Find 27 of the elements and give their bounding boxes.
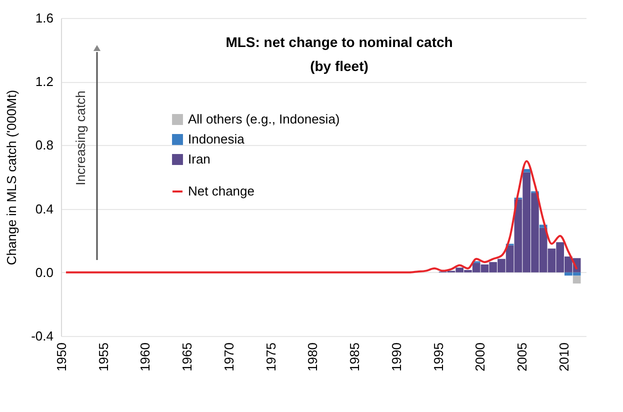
y-tick-label: 1.6	[35, 10, 54, 26]
text: MLS: net change to nominal catch (by fleet)	[226, 34, 453, 74]
x-tick-label: 2010	[556, 342, 572, 372]
x-tick-label: 1995	[430, 342, 446, 372]
x-tick-label: 1990	[388, 342, 404, 372]
x-tick-label: 1970	[221, 342, 236, 372]
y-tick-label: -0.4	[31, 328, 54, 344]
x-tick-label: 1985	[347, 342, 362, 372]
y-tick-label: 0.0	[35, 264, 54, 280]
x-tick-label: 2005	[514, 342, 530, 372]
x-tick-label: 1980	[305, 342, 320, 372]
annotation: Increasing catch	[73, 90, 88, 186]
legend-label: Net change	[188, 184, 254, 198]
y-tick-label: 0.8	[35, 138, 54, 153]
legend-label: Iran	[188, 152, 210, 166]
x-tick-label: 1975	[263, 342, 278, 372]
y-tick-label: 0.4	[35, 201, 54, 216]
y-axis-title: Change in MLS catch ('000Mt)	[4, 90, 20, 266]
x-tick-label: 1960	[138, 342, 153, 372]
x-tick-label: 1965	[180, 342, 195, 372]
y-tick-label: 1.2	[35, 74, 54, 90]
x-tick-label: 1955	[96, 342, 111, 372]
legend-label: Indonesia	[188, 132, 246, 146]
legend-label: All others (e.g., Indonesia)	[188, 112, 340, 126]
x-tick-label: 2000	[472, 342, 488, 372]
x-tick-label: 1950	[54, 342, 69, 372]
bar	[572, 276, 581, 284]
